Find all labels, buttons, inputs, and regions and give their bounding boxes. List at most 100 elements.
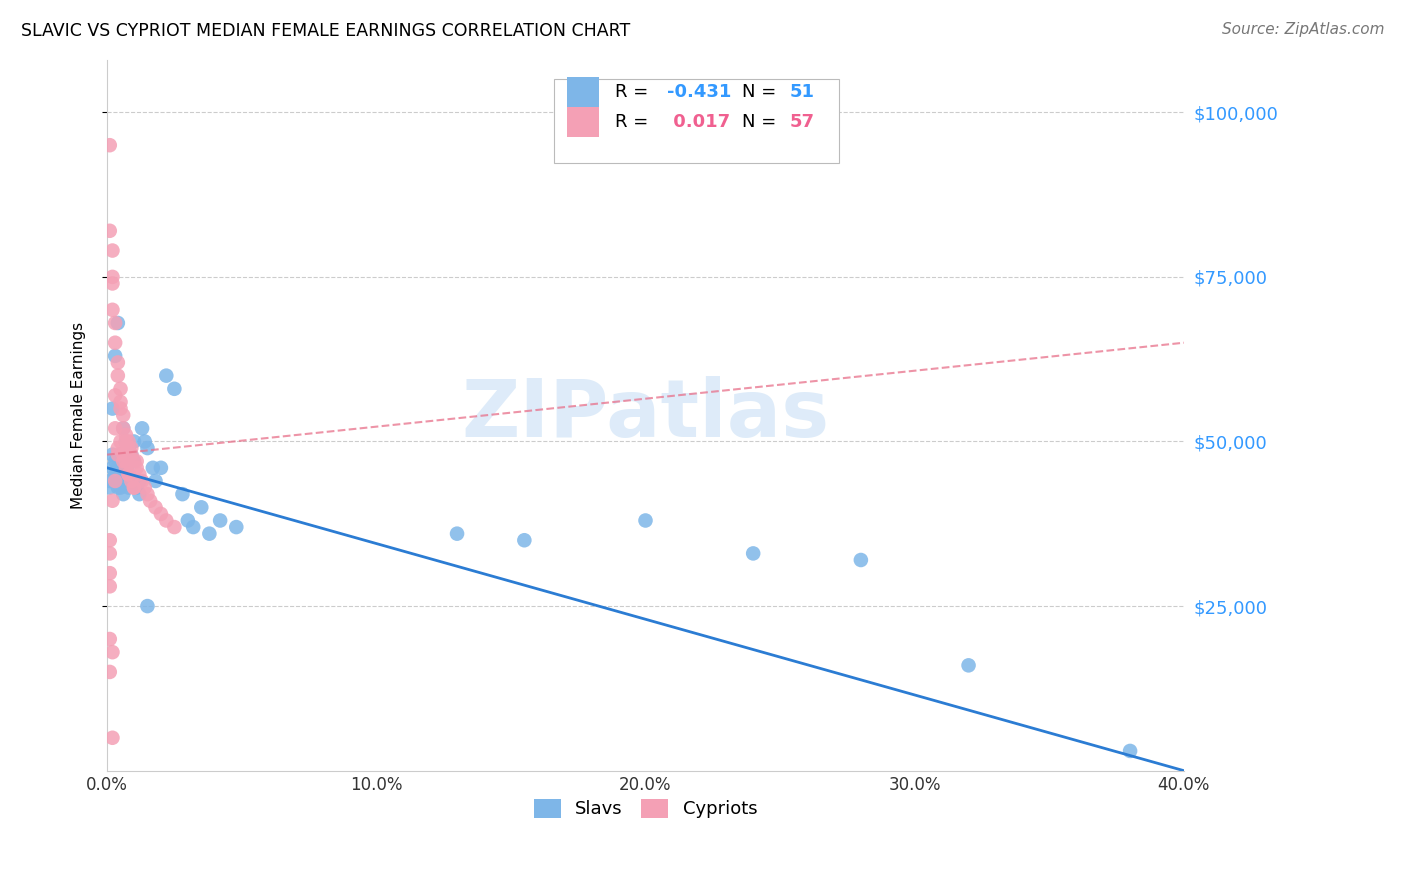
- Point: [112, 421, 135, 435]
- Point: [107, 441, 129, 455]
- Point: [107, 368, 129, 383]
- Point: [634, 514, 657, 528]
- Point: [101, 731, 124, 745]
- Point: [117, 481, 139, 495]
- Point: [112, 448, 135, 462]
- FancyBboxPatch shape: [554, 78, 839, 162]
- Point: [139, 493, 162, 508]
- Point: [155, 368, 177, 383]
- Text: 57: 57: [790, 113, 815, 131]
- Point: [957, 658, 980, 673]
- Point: [98, 224, 121, 238]
- Point: [117, 441, 139, 455]
- Point: [104, 467, 127, 482]
- Point: [122, 454, 145, 468]
- Point: [122, 434, 145, 449]
- Point: [136, 441, 159, 455]
- Point: [107, 448, 129, 462]
- Point: [446, 526, 468, 541]
- Point: [513, 533, 536, 548]
- Point: [104, 388, 127, 402]
- Text: Source: ZipAtlas.com: Source: ZipAtlas.com: [1222, 22, 1385, 37]
- Point: [104, 349, 127, 363]
- Point: [163, 520, 186, 534]
- Point: [112, 467, 135, 482]
- Point: [112, 408, 135, 422]
- Point: [112, 421, 135, 435]
- Point: [125, 481, 148, 495]
- Point: [112, 454, 135, 468]
- Point: [198, 526, 221, 541]
- Point: [110, 434, 132, 449]
- FancyBboxPatch shape: [567, 107, 599, 137]
- Point: [134, 481, 156, 495]
- Point: [101, 244, 124, 258]
- Point: [131, 421, 153, 435]
- Point: [117, 441, 139, 455]
- Point: [149, 460, 172, 475]
- Point: [107, 355, 129, 369]
- Point: [98, 474, 121, 488]
- Point: [104, 316, 127, 330]
- Point: [142, 460, 165, 475]
- Point: [101, 302, 124, 317]
- Text: N =: N =: [742, 113, 782, 131]
- Point: [101, 460, 124, 475]
- Text: -0.431: -0.431: [666, 83, 731, 102]
- Text: R =: R =: [616, 113, 654, 131]
- Point: [115, 460, 138, 475]
- Point: [181, 520, 204, 534]
- Point: [104, 454, 127, 468]
- Y-axis label: Median Female Earnings: Median Female Earnings: [72, 322, 86, 508]
- Point: [101, 493, 124, 508]
- Point: [112, 487, 135, 501]
- Point: [131, 474, 153, 488]
- Point: [136, 487, 159, 501]
- Point: [110, 448, 132, 462]
- Point: [190, 500, 212, 515]
- Point: [110, 401, 132, 416]
- Point: [134, 434, 156, 449]
- Point: [115, 434, 138, 449]
- Point: [98, 481, 121, 495]
- Point: [163, 382, 186, 396]
- Point: [101, 277, 124, 291]
- Point: [117, 467, 139, 482]
- Point: [120, 448, 142, 462]
- Text: 0.017: 0.017: [666, 113, 730, 131]
- Point: [172, 487, 194, 501]
- Point: [149, 507, 172, 521]
- Point: [104, 421, 127, 435]
- Point: [136, 599, 159, 613]
- Text: SLAVIC VS CYPRIOT MEDIAN FEMALE EARNINGS CORRELATION CHART: SLAVIC VS CYPRIOT MEDIAN FEMALE EARNINGS…: [21, 22, 630, 40]
- Point: [120, 474, 142, 488]
- Point: [110, 474, 132, 488]
- Point: [115, 428, 138, 442]
- Point: [115, 460, 138, 475]
- Text: 51: 51: [790, 83, 815, 102]
- Point: [104, 474, 127, 488]
- FancyBboxPatch shape: [567, 78, 599, 107]
- Point: [101, 645, 124, 659]
- Point: [177, 514, 200, 528]
- Point: [98, 138, 121, 153]
- Point: [117, 467, 139, 482]
- Point: [125, 454, 148, 468]
- Point: [98, 566, 121, 581]
- Point: [209, 514, 232, 528]
- Point: [120, 448, 142, 462]
- Point: [110, 395, 132, 409]
- Point: [101, 401, 124, 416]
- Point: [101, 269, 124, 284]
- Point: [128, 474, 150, 488]
- Point: [117, 434, 139, 449]
- Point: [145, 474, 167, 488]
- Point: [101, 448, 124, 462]
- Text: N =: N =: [742, 83, 782, 102]
- Legend: Slavs, Cypriots: Slavs, Cypriots: [527, 792, 765, 826]
- Point: [122, 481, 145, 495]
- Point: [128, 467, 150, 482]
- Point: [120, 441, 142, 455]
- Point: [1119, 744, 1142, 758]
- Point: [742, 546, 765, 560]
